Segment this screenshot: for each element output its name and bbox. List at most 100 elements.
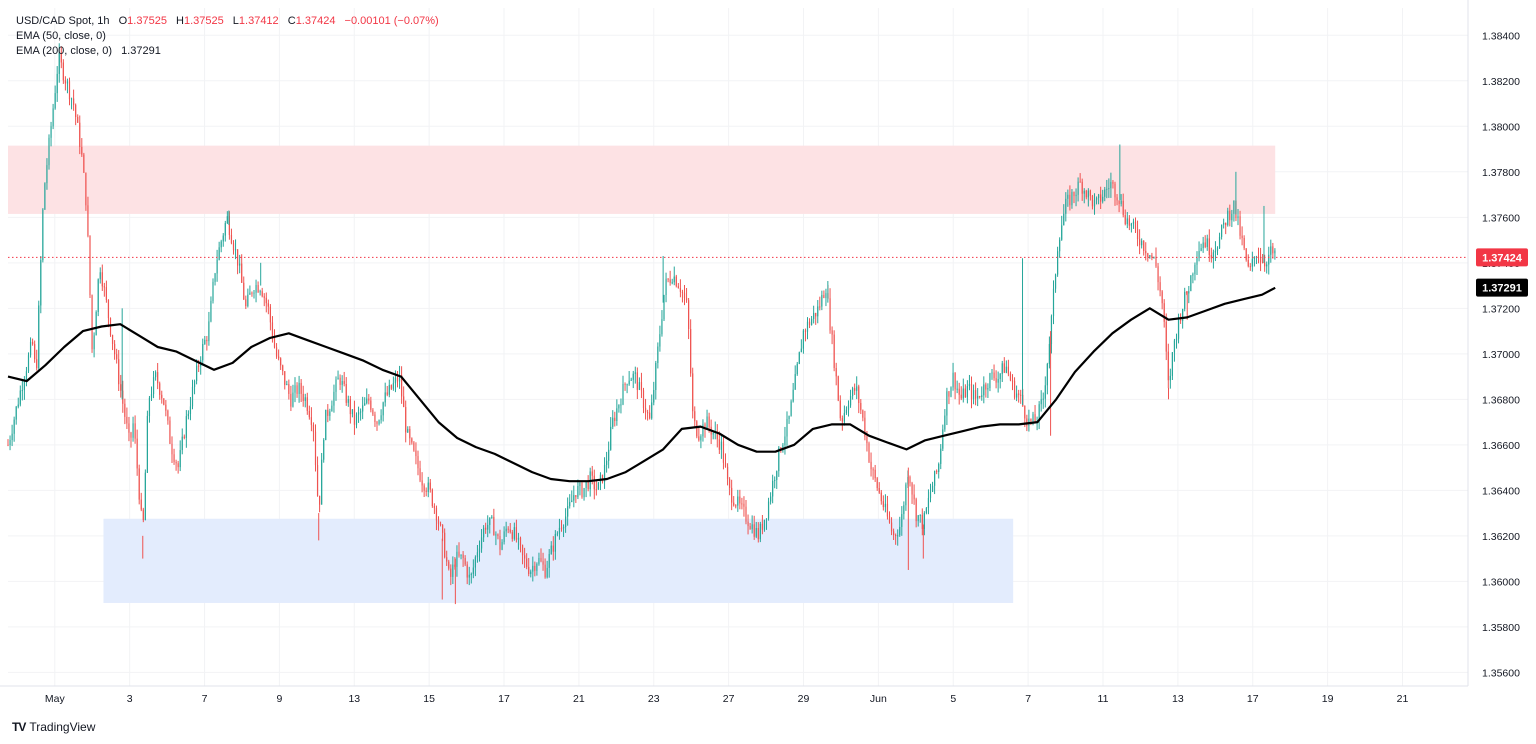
candle-body	[1040, 399, 1042, 405]
time-tick-label: 13	[348, 693, 360, 705]
candle-body	[267, 303, 269, 307]
candle-body	[1264, 262, 1266, 267]
candle-body	[1007, 366, 1009, 374]
candle-body	[767, 501, 770, 519]
candle-body	[731, 487, 733, 503]
candle-body	[620, 404, 622, 406]
candle-body	[193, 380, 196, 388]
legend-low-label: L	[232, 15, 239, 27]
candle-body	[300, 382, 302, 394]
candle-body	[757, 528, 759, 540]
candle-body	[942, 429, 944, 449]
candle-body	[991, 372, 993, 374]
candle-body	[825, 293, 827, 299]
candle-body	[1147, 253, 1149, 257]
candle-body	[786, 418, 788, 437]
candle-body	[241, 263, 243, 283]
candle-body	[739, 496, 741, 504]
candle-body	[1016, 393, 1018, 398]
candle-body	[550, 545, 552, 555]
candle-body	[329, 411, 331, 416]
candles	[7, 43, 1276, 605]
tradingview-logo[interactable]: TV TradingView	[12, 720, 95, 734]
candle-body	[1247, 259, 1249, 267]
candle-body	[1038, 404, 1040, 422]
candle-body	[483, 527, 485, 538]
candle-body	[1018, 393, 1020, 395]
candle-body	[1169, 375, 1171, 381]
candle-body	[1202, 242, 1204, 249]
legend-change: −0.00101 (−0.07%)	[344, 15, 439, 27]
candle-body	[677, 286, 679, 289]
price-tick-label: 1.38400	[1482, 30, 1520, 42]
candle-body	[1167, 351, 1169, 381]
candle-body	[448, 561, 450, 569]
candle-body	[46, 165, 48, 184]
candle-body	[290, 393, 292, 407]
candle-body	[489, 517, 491, 525]
candle-body	[741, 503, 743, 505]
candle-body	[540, 557, 542, 562]
candle-body	[1118, 200, 1120, 204]
candle-body	[1173, 340, 1176, 353]
time-tick-label: May	[45, 693, 66, 705]
candle-body	[507, 528, 509, 530]
candle-body	[524, 555, 526, 559]
candle-body	[161, 394, 163, 399]
candle-body	[1223, 222, 1225, 225]
candle-body	[1229, 210, 1231, 221]
candle-body	[1225, 222, 1227, 226]
time-tick-label: 3	[127, 693, 133, 705]
candle-body	[1141, 240, 1143, 246]
candle-body	[651, 402, 653, 419]
candle-body	[171, 443, 173, 455]
candle-body	[165, 404, 167, 411]
candle-body	[565, 516, 567, 528]
candle-body	[312, 424, 315, 432]
candle-body	[733, 502, 735, 506]
candle-body	[191, 387, 194, 407]
candle-body	[718, 439, 720, 450]
candle-body	[1149, 255, 1151, 257]
candle-body	[977, 395, 979, 399]
candle-body	[925, 508, 927, 513]
candle-body	[864, 417, 866, 437]
candle-body	[501, 542, 503, 550]
time-tick-label: 21	[1397, 693, 1409, 705]
candle-body	[120, 384, 122, 391]
candle-body	[278, 356, 280, 359]
candle-body	[716, 431, 718, 440]
candle-body	[282, 365, 284, 372]
candle-body	[1001, 363, 1003, 374]
candle-body	[1153, 257, 1155, 259]
candle-body	[958, 388, 960, 395]
candle-body	[1122, 200, 1124, 216]
candle-body	[552, 545, 554, 552]
candle-body	[431, 489, 433, 507]
candle-body	[271, 322, 274, 339]
candle-body	[480, 537, 483, 549]
candle-body	[528, 566, 530, 574]
legend-ema200-row[interactable]: EMA (200, close, 0) 1.37291	[16, 44, 439, 59]
candle-body	[708, 416, 710, 427]
price-tick-label: 1.37600	[1482, 212, 1520, 224]
candle-body	[298, 382, 300, 394]
candle-body	[370, 400, 372, 410]
candle-body	[765, 518, 768, 520]
candle-body	[1198, 251, 1200, 259]
candle-body	[591, 471, 593, 476]
candle-body	[950, 387, 952, 397]
candle-body	[423, 485, 425, 491]
candle-body	[1134, 221, 1137, 230]
candle-body	[538, 557, 540, 564]
candle-body	[610, 426, 612, 450]
candle-body	[655, 362, 657, 390]
candle-body	[675, 276, 677, 287]
candle-body	[81, 146, 83, 155]
candle-body	[487, 524, 489, 530]
candle-body	[226, 216, 228, 224]
legend-ema50-row[interactable]: EMA (50, close, 0)	[16, 29, 439, 44]
candle-body	[544, 564, 546, 578]
candle-body	[374, 414, 376, 422]
